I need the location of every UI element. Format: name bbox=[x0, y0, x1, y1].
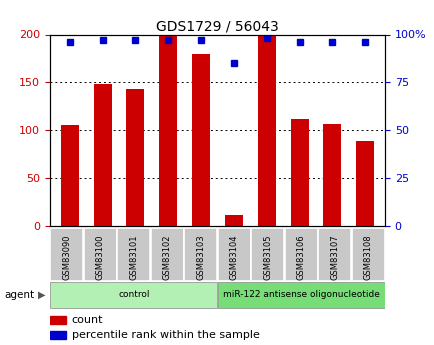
Text: GSM83104: GSM83104 bbox=[229, 234, 238, 279]
Text: GSM83090: GSM83090 bbox=[62, 234, 71, 279]
Text: GSM83100: GSM83100 bbox=[95, 234, 105, 279]
Bar bbox=[151, 228, 183, 280]
Bar bbox=[50, 228, 83, 280]
Bar bbox=[184, 228, 217, 280]
Text: count: count bbox=[72, 315, 103, 325]
Bar bbox=[50, 316, 66, 324]
Text: agent: agent bbox=[4, 290, 34, 300]
Title: GDS1729 / 56043: GDS1729 / 56043 bbox=[156, 19, 278, 33]
Bar bbox=[257, 37, 275, 226]
Text: GSM83101: GSM83101 bbox=[129, 234, 138, 279]
Bar bbox=[322, 124, 341, 226]
Bar bbox=[61, 126, 79, 226]
Text: GSM83106: GSM83106 bbox=[296, 234, 305, 280]
Text: GSM83107: GSM83107 bbox=[329, 234, 339, 280]
Text: percentile rank within the sample: percentile rank within the sample bbox=[72, 331, 259, 340]
Text: GSM83105: GSM83105 bbox=[263, 234, 272, 279]
Bar bbox=[217, 228, 250, 280]
Bar bbox=[50, 331, 66, 339]
Bar bbox=[224, 215, 243, 226]
Bar bbox=[284, 228, 317, 280]
Text: control: control bbox=[118, 290, 149, 299]
Bar bbox=[351, 228, 384, 280]
Bar bbox=[217, 282, 384, 308]
Bar bbox=[318, 228, 350, 280]
Bar bbox=[50, 282, 217, 308]
Bar bbox=[191, 53, 210, 226]
Text: GSM83102: GSM83102 bbox=[162, 234, 171, 279]
Text: GSM83103: GSM83103 bbox=[196, 234, 205, 280]
Bar bbox=[126, 89, 144, 226]
Text: ▶: ▶ bbox=[37, 290, 45, 300]
Bar bbox=[159, 37, 177, 226]
Bar bbox=[117, 228, 150, 280]
Bar bbox=[355, 141, 373, 226]
Text: GSM83108: GSM83108 bbox=[363, 234, 372, 280]
Bar bbox=[251, 228, 283, 280]
Bar bbox=[290, 119, 308, 226]
Bar bbox=[84, 228, 116, 280]
Text: miR-122 antisense oligonucleotide: miR-122 antisense oligonucleotide bbox=[222, 290, 379, 299]
Bar bbox=[93, 84, 112, 226]
